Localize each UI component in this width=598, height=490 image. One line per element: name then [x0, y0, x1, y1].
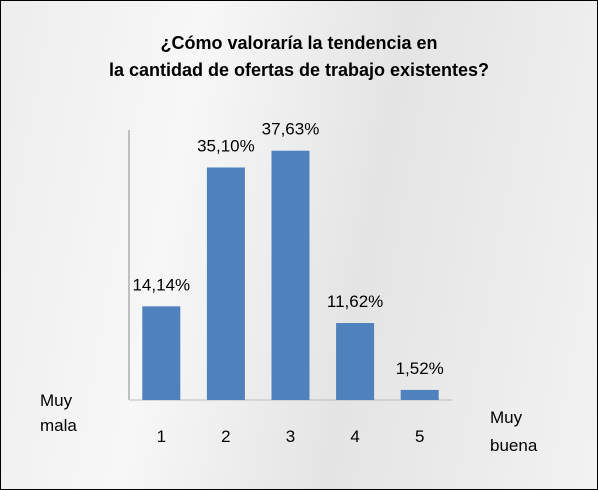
bar: [271, 150, 310, 400]
x-tick-label: 4: [350, 427, 359, 446]
x-tick-label: 3: [286, 427, 295, 446]
chart-title: ¿Cómo valoraría la tendencia en la canti…: [108, 33, 490, 80]
x-tick-label: 2: [221, 427, 230, 446]
data-label: 37,63%: [262, 120, 320, 139]
data-label: 35,10%: [197, 136, 255, 155]
annotation: Muy buena: [490, 408, 538, 455]
x-tick-label: 1: [157, 427, 166, 446]
bar: [400, 389, 439, 400]
data-label: 14,14%: [132, 275, 190, 294]
annotation: Muy mala: [40, 391, 77, 435]
data-label: 1,52%: [396, 359, 444, 378]
bar: [336, 323, 375, 400]
data-label: 11,62%: [327, 292, 383, 311]
bar: [206, 167, 245, 400]
x-tick-label: 5: [415, 427, 424, 446]
bar: [142, 306, 181, 400]
